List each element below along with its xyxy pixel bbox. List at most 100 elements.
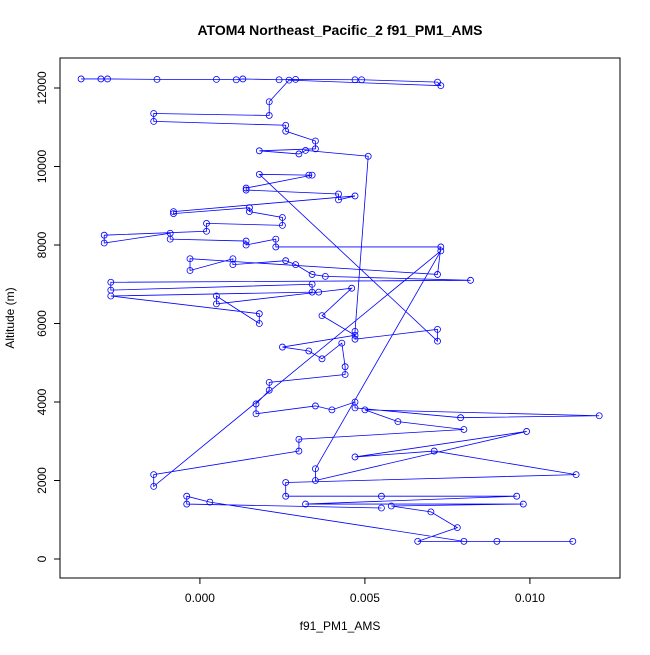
data-point — [150, 117, 158, 125]
data-point — [153, 75, 161, 83]
data-point — [203, 220, 210, 227]
data-point — [318, 355, 326, 363]
data-point — [361, 406, 369, 414]
data-point — [335, 196, 342, 204]
data-point — [305, 347, 313, 355]
chart-title: ATOM4 Northeast_Pacific_2 f91_PM1_AMS — [197, 22, 482, 38]
data-point — [295, 447, 303, 455]
data-point — [265, 386, 273, 394]
data-point — [279, 343, 286, 351]
data-point — [104, 75, 111, 83]
data-point — [378, 492, 385, 500]
data-point — [430, 447, 438, 455]
data-point — [312, 145, 319, 153]
data-point — [282, 127, 290, 135]
y-tick-label: 2000 — [35, 467, 49, 494]
data-point — [437, 247, 445, 255]
data-point — [351, 327, 359, 335]
x-tick-label: 0.005 — [350, 591, 380, 605]
data-point — [312, 477, 319, 484]
data-line — [81, 78, 600, 542]
data-point — [265, 378, 273, 386]
data-point — [351, 331, 359, 339]
data-point — [364, 152, 372, 160]
plot-frame — [59, 57, 621, 579]
y-tick-label: 4000 — [35, 388, 49, 415]
data-point — [265, 112, 273, 119]
data-point — [351, 335, 359, 343]
data-point — [255, 170, 263, 178]
data-point — [255, 147, 263, 155]
data-point — [170, 210, 177, 217]
data-point — [279, 214, 286, 221]
data-point — [183, 492, 191, 500]
data-point — [348, 284, 356, 292]
data-point — [246, 204, 253, 212]
data-point — [519, 500, 527, 508]
data-point — [255, 310, 263, 318]
data-point — [242, 241, 250, 249]
data-point — [170, 208, 177, 216]
data-point — [460, 537, 468, 545]
data-point — [282, 492, 290, 500]
data-point — [569, 537, 577, 545]
data-point — [453, 524, 461, 532]
data-point — [107, 292, 115, 300]
data-point — [351, 192, 359, 200]
data-point — [275, 76, 283, 84]
data-point — [272, 235, 280, 243]
data-point — [232, 76, 240, 84]
data-point — [166, 235, 174, 243]
data-point — [272, 243, 280, 251]
data-point — [351, 404, 359, 412]
data-point — [308, 271, 316, 278]
data-point — [572, 471, 580, 479]
data-point — [246, 208, 253, 216]
data-point — [213, 300, 220, 308]
data-point — [213, 292, 220, 300]
data-point — [328, 406, 336, 414]
data-point — [437, 243, 445, 251]
data-point — [282, 479, 290, 486]
data-point — [150, 110, 158, 117]
data-point — [100, 231, 108, 239]
data-point — [302, 146, 309, 154]
data-point — [279, 221, 286, 229]
data-point — [358, 76, 366, 84]
data-point — [206, 498, 214, 506]
data-point — [457, 414, 465, 422]
data-point — [242, 184, 250, 192]
y-tick-label: 6000 — [35, 310, 49, 337]
data-point — [292, 261, 300, 269]
data-point — [434, 271, 441, 278]
data-point — [338, 339, 346, 347]
data-point — [213, 75, 220, 83]
data-point — [318, 312, 326, 320]
data-point — [341, 371, 349, 378]
data-point — [305, 171, 313, 179]
data-point — [100, 239, 108, 247]
x-tick-label: 0.000 — [185, 591, 215, 605]
data-point — [308, 288, 316, 296]
data-point — [252, 410, 260, 418]
data-point — [312, 402, 319, 410]
data-point — [252, 400, 260, 408]
data-point — [341, 363, 349, 371]
data-point — [513, 492, 521, 500]
data-point — [460, 426, 468, 433]
data-point — [312, 137, 319, 145]
data-point — [312, 465, 319, 473]
data-point — [523, 428, 531, 435]
data-point — [427, 508, 435, 516]
data-point — [292, 75, 300, 83]
x-axis-label: f91_PM1_AMS — [300, 619, 381, 633]
data-point — [315, 288, 323, 296]
data-point — [282, 257, 290, 265]
data-point — [186, 267, 194, 274]
data-point — [107, 278, 115, 286]
data-point — [255, 320, 263, 327]
data-point — [203, 227, 210, 235]
data-point — [150, 471, 158, 479]
data-point — [437, 82, 445, 90]
data-point — [302, 500, 309, 508]
